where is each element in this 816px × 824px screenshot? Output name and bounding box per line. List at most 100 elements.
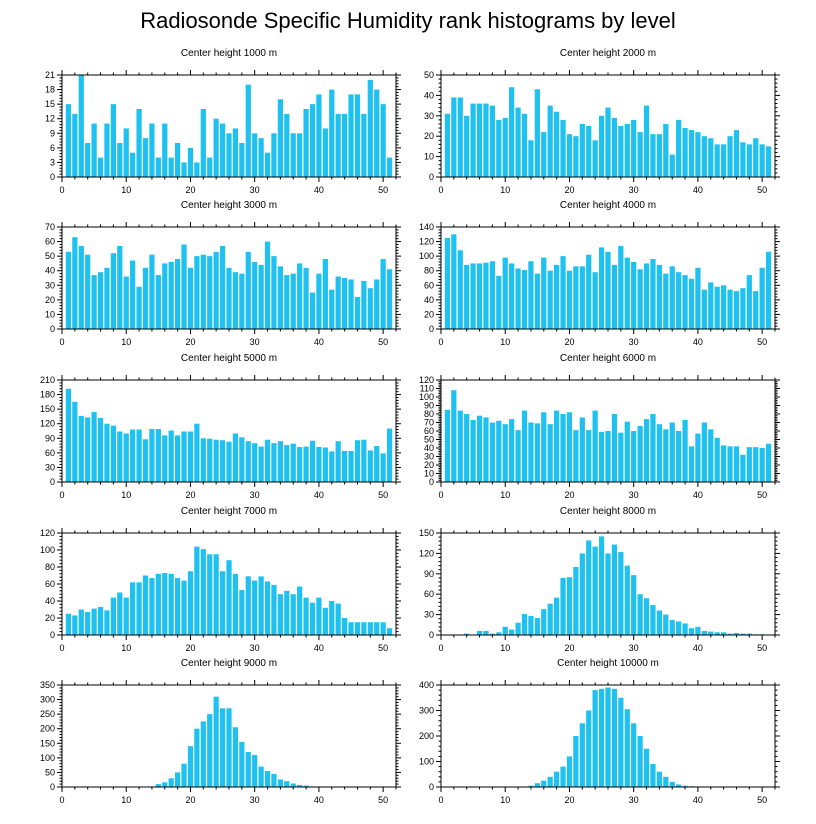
histogram-bar — [688, 278, 695, 329]
histogram-bar — [322, 259, 328, 329]
histogram-bar — [85, 417, 91, 482]
y-tick-label: 60 — [424, 426, 434, 436]
x-tick-label: 10 — [121, 795, 131, 805]
histogram-bar — [213, 439, 219, 482]
histogram-bar — [637, 132, 643, 177]
x-tick-label: 40 — [693, 643, 703, 653]
histogram-bar — [541, 780, 547, 788]
y-tick-label: 0 — [50, 782, 55, 792]
histogram-bar — [656, 264, 662, 329]
x-tick-label: 30 — [629, 795, 639, 805]
x-tick-label: 40 — [314, 490, 324, 500]
histogram-bar — [682, 128, 688, 177]
histogram-bar — [232, 128, 239, 177]
histogram-panel: Center height 4000 m 0 10 20 30 40 50 0 20 40 60 80… — [419, 200, 780, 347]
x-tick-label: 0 — [59, 337, 64, 347]
histogram-bar — [335, 113, 341, 177]
histogram-bar — [239, 273, 245, 329]
histogram-bar — [624, 123, 630, 177]
histogram-bar — [142, 138, 149, 177]
histogram-bar — [476, 630, 483, 635]
histogram-bar — [245, 752, 251, 787]
histogram-bar — [605, 107, 611, 177]
histogram-bar — [290, 783, 296, 787]
x-tick-label: 50 — [378, 337, 388, 347]
histogram-bar — [579, 723, 585, 787]
histogram-bar — [573, 736, 579, 787]
histogram-bar — [534, 783, 540, 787]
y-tick-label: 120 — [419, 548, 434, 558]
x-tick-label: 20 — [185, 337, 195, 347]
y-tick-label: 20 — [424, 309, 434, 319]
histogram-bar — [721, 285, 727, 329]
x-tick-label: 40 — [314, 795, 324, 805]
histogram-bar — [521, 613, 528, 635]
histogram-bar — [187, 746, 194, 787]
histogram-bar — [380, 259, 386, 329]
histogram-bar — [258, 264, 264, 329]
y-tick-label: 0 — [50, 324, 55, 334]
histogram-bar — [277, 441, 283, 482]
histogram-bar — [470, 263, 476, 329]
histogram-bar — [566, 412, 573, 482]
x-tick-label: 50 — [757, 337, 767, 347]
histogram-bar — [598, 247, 605, 329]
histogram-bar — [592, 140, 598, 177]
y-tick-label: 120 — [419, 237, 434, 247]
histogram-bar — [676, 431, 682, 482]
histogram-bar — [669, 620, 675, 635]
histogram-bar — [663, 776, 669, 787]
y-tick-label: 60 — [424, 589, 434, 599]
histogram-bar — [701, 136, 707, 177]
histogram-bar — [464, 414, 470, 482]
histogram-bar — [342, 113, 348, 177]
histogram-bar — [342, 450, 348, 482]
y-tick-label: 30 — [424, 452, 434, 462]
x-tick-label: 10 — [121, 643, 131, 653]
histogram-bar — [72, 113, 78, 177]
y-tick-label: 20 — [45, 613, 55, 623]
histogram-bar — [444, 237, 451, 329]
histogram-bar — [258, 446, 264, 482]
histogram-bar — [219, 708, 226, 787]
histogram-bar — [618, 697, 624, 787]
histogram-bar — [650, 134, 656, 177]
histogram-bar — [451, 234, 457, 329]
x-tick-label: 0 — [59, 185, 64, 195]
y-tick-label: 80 — [45, 562, 55, 572]
histogram-bar — [496, 119, 502, 177]
histogram-bar — [380, 622, 386, 635]
histogram-bar — [110, 425, 116, 482]
x-tick-label: 10 — [121, 490, 131, 500]
histogram-bar — [290, 133, 296, 177]
y-tick-label: 0 — [429, 172, 434, 182]
histogram-bar — [213, 696, 219, 787]
histogram-bar — [367, 450, 373, 482]
histogram-bar — [444, 409, 451, 482]
histogram-bar — [194, 728, 200, 787]
histogram-bar — [676, 784, 682, 787]
histogram-bar — [181, 431, 187, 482]
histogram-bar — [759, 448, 765, 482]
y-tick-label: 120 — [40, 419, 55, 429]
histogram-bar — [155, 275, 161, 329]
histogram-bar — [361, 113, 367, 177]
histogram-bar — [592, 546, 598, 635]
histogram-bar — [765, 251, 772, 329]
histogram-bar — [515, 430, 521, 482]
histogram-bar — [361, 439, 367, 482]
histogram-bar — [335, 603, 341, 635]
histogram-bar — [271, 443, 277, 482]
histogram-bar — [701, 630, 707, 635]
histogram-bar — [226, 560, 232, 635]
histogram-bar — [142, 439, 149, 482]
histogram-panel: Center height 6000 m0 10 20 30 40 50010203040… — [419, 353, 780, 500]
histogram-bar — [252, 133, 258, 177]
panel-title: Center height 5000 m — [181, 353, 277, 364]
histogram-bar — [309, 104, 316, 177]
x-tick-label: 40 — [693, 490, 703, 500]
histogram-bar — [226, 441, 232, 482]
histogram-bar — [746, 144, 752, 177]
histogram-bar — [714, 437, 720, 482]
histogram-bar — [136, 286, 142, 329]
